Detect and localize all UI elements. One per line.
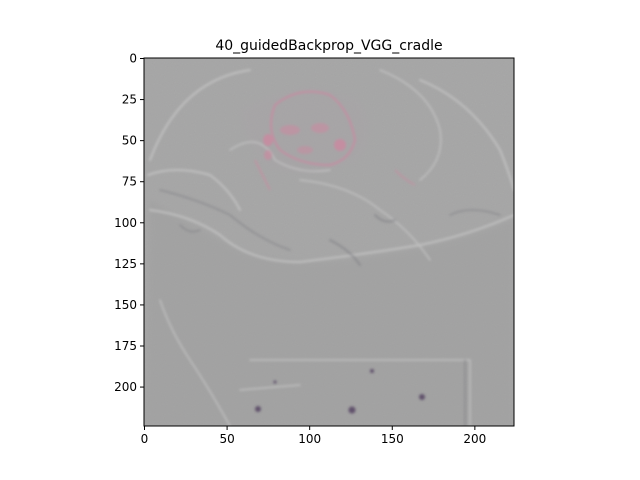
y-tick-label: 25 xyxy=(122,93,137,107)
image-edges-dark xyxy=(159,189,501,426)
x-axis-ticks: 0 50 100 150 200 xyxy=(141,426,486,446)
y-tick-label: 200 xyxy=(114,380,137,394)
x-tick-label: 50 xyxy=(219,432,234,446)
cradle-spots xyxy=(255,369,425,414)
y-tick-label: 125 xyxy=(114,257,137,271)
y-tick-label: 175 xyxy=(114,339,137,353)
chart-title: 40_guidedBackprop_VGG_cradle xyxy=(215,38,442,54)
x-tick-label: 0 xyxy=(141,432,149,446)
plot-frame xyxy=(143,57,515,427)
y-tick-label: 0 xyxy=(129,52,137,66)
x-tick-label: 100 xyxy=(298,432,321,446)
face-highlights xyxy=(254,90,416,191)
y-axis-ticks: 0 25 50 75 100 125 150 175 200 xyxy=(114,52,144,394)
image-edges-light xyxy=(147,69,514,426)
image-shading xyxy=(144,87,514,426)
y-tick-label: 100 xyxy=(114,216,137,230)
x-tick-label: 200 xyxy=(463,432,486,446)
y-tick-label: 150 xyxy=(114,298,137,312)
y-tick-label: 75 xyxy=(122,175,137,189)
x-tick-label: 150 xyxy=(381,432,404,446)
saliency-image xyxy=(144,58,514,426)
y-tick-label: 50 xyxy=(122,134,137,148)
